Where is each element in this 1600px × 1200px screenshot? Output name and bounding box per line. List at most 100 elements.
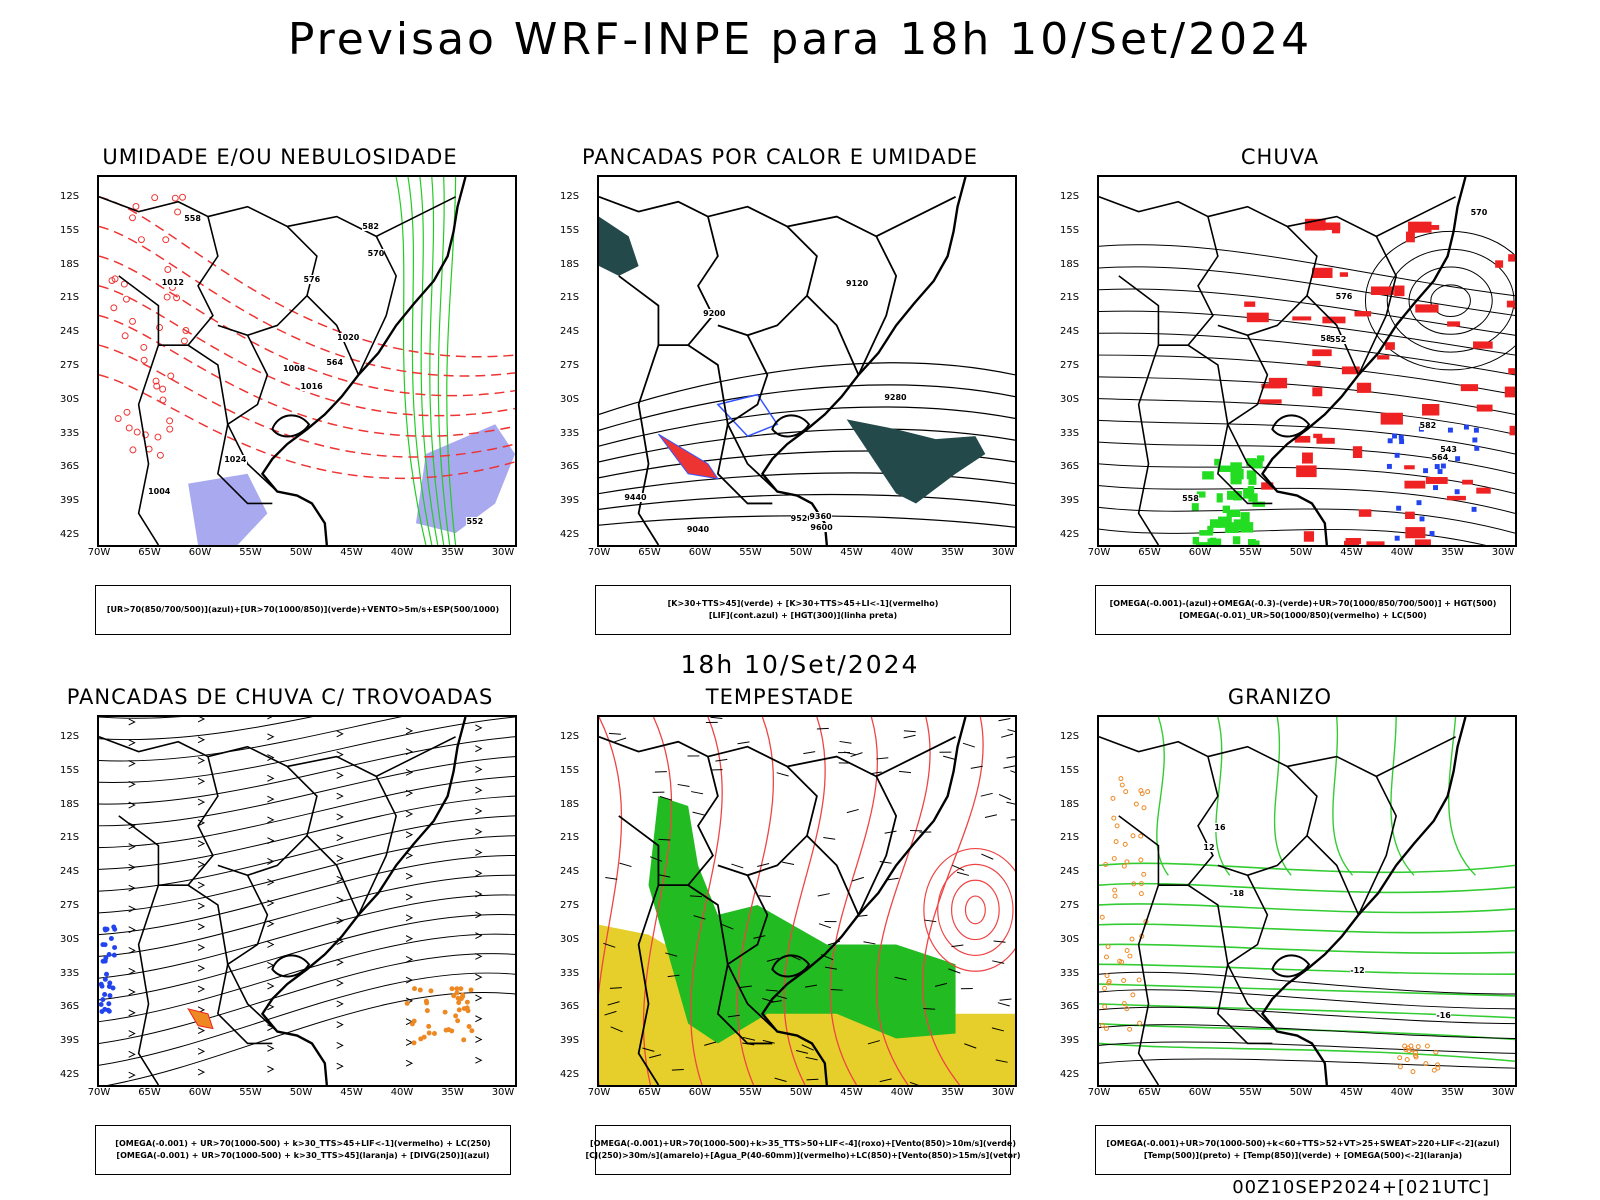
longitude-label: 50W: [289, 1087, 313, 1098]
latitude-label: 30S: [60, 933, 80, 945]
latitude-label: 30S: [560, 933, 580, 945]
longitude-label: 70W: [1087, 1087, 1111, 1098]
panel-title: TEMPESTADE: [705, 685, 855, 709]
longitude-label: 55W: [1239, 1087, 1262, 1098]
contour-label: 576: [1335, 292, 1353, 302]
latitude-label: 24S: [560, 866, 580, 878]
latitude-label: 27S: [560, 360, 580, 371]
contour-label: 1004: [148, 487, 171, 497]
contour-label: 570: [367, 249, 385, 259]
contour-label: 582: [1419, 421, 1437, 431]
latitude-label: 18S: [60, 798, 80, 810]
latitude-label: 21S: [1060, 832, 1080, 844]
longitude-label: 70W: [587, 1087, 611, 1098]
convection-area: [846, 419, 986, 504]
latitude-label: 33S: [560, 967, 580, 979]
panel-title: GRANIZO: [1227, 685, 1333, 709]
contour-label: 564: [326, 357, 344, 367]
latitude-label: 12S: [560, 191, 580, 202]
latitude-label: 36S: [560, 461, 580, 473]
latitude-label: 24S: [1060, 866, 1080, 878]
coastline: [260, 177, 467, 545]
footer-timestamp: 00Z10SEP2024+[021UTC]: [1232, 1177, 1490, 1198]
longitude-label: 40W: [890, 547, 914, 558]
latitude-label: 15S: [560, 224, 580, 236]
latitude-label: 18S: [560, 798, 580, 810]
latitude-label: 27S: [60, 900, 80, 911]
longitude-label: 60W: [688, 1087, 712, 1098]
legend-box: [OMEGA(-0.001) + UR>70(1000-500) + k>30_…: [95, 1125, 511, 1175]
contour-label: 558: [184, 213, 201, 223]
latitude-label: 33S: [1060, 427, 1080, 439]
latitude-label: 33S: [60, 967, 80, 979]
legend-line: [LIF](cont.azul) + [HGT(300)](linha pret…: [708, 611, 898, 620]
latitude-label: 42S: [560, 1069, 580, 1080]
contour-label: -16: [1436, 1011, 1451, 1021]
contour-label: 558: [1182, 493, 1199, 503]
forecast-map: [97, 715, 517, 1087]
latitude-label: 21S: [560, 292, 580, 304]
legend-line: [K>30+TTS>45](verde) + [K>30+TTS>45+LI<-…: [667, 599, 939, 608]
panel-title: PANCADAS POR CALOR E UMIDADE: [581, 145, 979, 169]
map-panel-3: CHUVA 588 582 576 570 564 558 552 543 12S 15S 18S 21…: [1040, 145, 1520, 635]
legend-box: [K>30+TTS>45](verde) + [K>30+TTS>45+LI<-…: [595, 585, 1011, 635]
contour-label: 564: [1431, 452, 1449, 462]
longitude-label: 40W: [1390, 547, 1414, 558]
contour-label: 1016: [300, 382, 323, 392]
contour-label: 552: [466, 517, 484, 527]
forecast-map: -12 -16 -18 16 12: [1097, 715, 1517, 1087]
latitude-label: 39S: [1060, 495, 1080, 507]
latitude-label: 36S: [60, 461, 80, 473]
longitude-label: 65W: [1138, 1087, 1161, 1098]
longitude-label: 65W: [138, 547, 161, 558]
latitude-label: 39S: [560, 1035, 580, 1047]
panel-title: CHUVA: [1240, 145, 1320, 169]
latitude-label: 36S: [1060, 1001, 1080, 1013]
map-panel-4: PANCADAS DE CHUVA C/ TROVOADAS 12S 15S 18S 2…: [40, 685, 520, 1175]
middle-title: 18h 10/Set/2024: [680, 650, 920, 679]
contour-label: -12: [1350, 966, 1365, 976]
longitude-label: 40W: [890, 1087, 914, 1098]
latitude-label: 12S: [1060, 731, 1080, 742]
contour-label: 16: [1214, 823, 1226, 833]
legend-line: [OMEGA(-0.001)-(azul)+OMEGA(-0.3)-(verde…: [1109, 599, 1497, 608]
map-panel-6: GRANIZO -12 -16 -18 16 12 12S 15S 18S 21S 24S 27S 30…: [1040, 685, 1520, 1175]
longitude-label: 35W: [941, 547, 964, 558]
longitude-label: 65W: [1138, 547, 1161, 558]
longitude-label: 55W: [739, 547, 762, 558]
longitude-label: 45W: [840, 1087, 863, 1098]
longitude-label: 30W: [991, 1087, 1015, 1098]
forecast-map: 9600 9520 9440 9360 9280 9200 9120 9040: [597, 175, 1017, 547]
contour-label: 552: [1329, 334, 1347, 344]
latitude-label: 39S: [1060, 1035, 1080, 1047]
longitude-label: 45W: [1340, 1087, 1363, 1098]
latitude-label: 21S: [60, 292, 80, 304]
forecast-map: 588 582 576 570 564 558 552 543: [1097, 175, 1517, 547]
longitude-label: 40W: [390, 1087, 414, 1098]
coastline: [760, 717, 967, 1085]
longitude-label: 70W: [87, 1087, 111, 1098]
latitude-label: 42S: [60, 529, 80, 540]
main-title: Previsao WRF-INPE para 18h 10/Set/2024: [287, 14, 1313, 65]
latitude-label: 36S: [60, 1001, 80, 1013]
longitude-label: 45W: [340, 547, 363, 558]
contour-label: 9600: [810, 522, 833, 532]
legend-line: [UR>70(850/700/500)](azul)+[UR>70(1000/8…: [106, 605, 500, 614]
latitude-label: 30S: [1060, 933, 1080, 945]
latitude-label: 21S: [560, 832, 580, 844]
contour-label: 12: [1203, 842, 1215, 852]
map-panel-1: UMIDADE E/OU NEBULOSIDADE 1016 1012 1008 100…: [40, 145, 520, 635]
coastline: [260, 717, 467, 1085]
contour-label: 1020: [337, 332, 360, 342]
coastline: [1260, 717, 1467, 1085]
contour-label: 588: [1320, 333, 1338, 343]
contour-label: 582: [362, 222, 379, 232]
legend-line: [OMEGA(-0.001) + UR>70(1000-500) + k>30_…: [115, 1139, 491, 1148]
latitude-label: 12S: [60, 191, 80, 202]
longitude-label: 50W: [789, 1087, 813, 1098]
longitude-label: 55W: [739, 1087, 762, 1098]
latitude-label: 18S: [1060, 798, 1080, 810]
latitude-label: 18S: [560, 258, 580, 270]
contour-label: 9120: [845, 278, 869, 288]
latitude-label: 15S: [60, 764, 80, 776]
